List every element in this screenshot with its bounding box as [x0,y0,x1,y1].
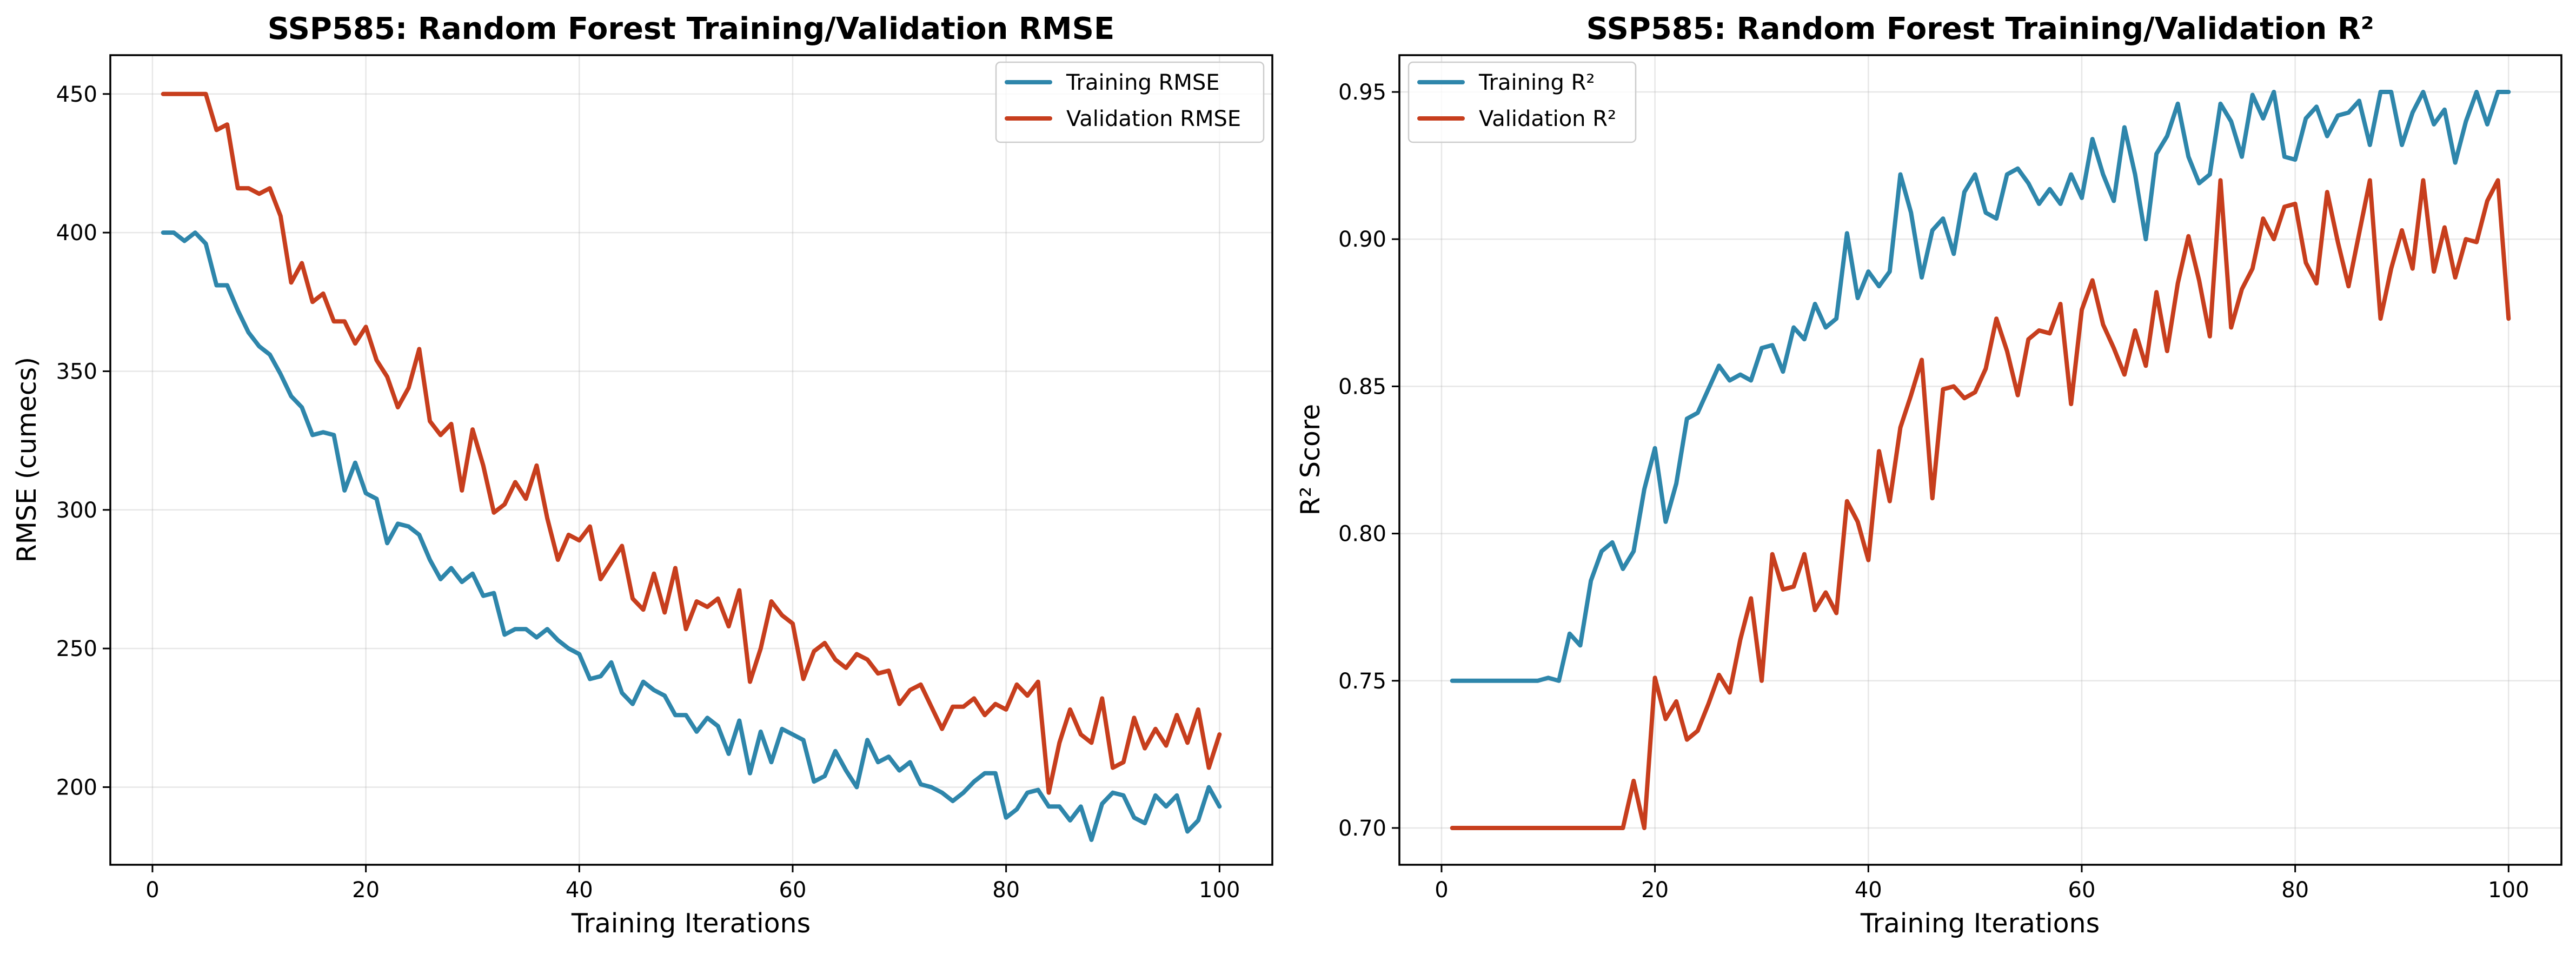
rmse-plot-frame [109,54,1273,866]
r2-x-tick-label: 0 [1435,878,1448,903]
r2-x-axis-label: Training Iterations [1860,908,2100,939]
rmse-y-tick-label: 300 [56,498,97,523]
rmse-chart-title: SSP585: Random Forest Training/Validatio… [268,11,1115,47]
series-line-training-rmse [161,230,1222,842]
r2-x-tick-label: 60 [2068,878,2096,903]
r2-y-tick-label: 0.80 [1338,522,1386,547]
legend-label-training-r2: Training R² [1478,70,1595,95]
legend-label-validation-rmse: Validation RMSE [1066,107,1241,131]
rmse-x-axis-label: Training Iterations [571,908,811,939]
r2-grid [1399,55,2561,865]
r2-chart-title: SSP585: Random Forest Training/Validatio… [1586,11,2374,47]
legend-label-training-rmse: Training RMSE [1066,70,1220,95]
rmse-y-axis-label: RMSE (cumecs) [11,357,42,563]
r2-y-tick-label: 0.85 [1338,374,1386,399]
rmse-grid [110,55,1272,865]
rmse-y-tick-label: 250 [56,637,97,661]
rmse-y-tick-label: 350 [56,359,97,384]
rmse-y-tick-label: 450 [56,82,97,107]
r2-y-tick-label: 0.95 [1338,80,1386,105]
rmse-x-tick-label: 100 [1199,878,1240,903]
rmse-legend-box [995,61,1265,143]
rmse-y-tick-label: 200 [56,775,97,800]
rmse-legend: Training RMSE Validation RMSE [995,61,1265,143]
rmse-x-tick-label: 80 [992,878,1020,903]
series-line-validation-rmse [161,91,1222,795]
r2-y-tick-label: 0.75 [1338,669,1386,694]
rmse-ticks: 0 20 40 60 80 100 200 250 300 350 400 450 [56,82,1240,903]
r2-ticks: 0 20 40 60 80 100 0.70 0.75 0.80 0.85 0.90 0.95 [1338,80,2529,903]
rmse-panel: 0 20 40 60 80 100 200 250 300 350 400 450 SSP585: R… [11,11,1273,939]
r2-x-tick-label: 20 [1641,878,1669,903]
r2-y-axis-label: R² Score [1295,404,1326,516]
r2-x-tick-label: 100 [2488,878,2529,903]
rmse-x-tick-label: 0 [145,878,159,903]
rmse-series-layer [161,91,1222,842]
r2-panel: 0 20 40 60 80 100 0.70 0.75 0.80 0.85 0.90 0.95 SSP… [1295,11,2562,939]
rmse-y-tick-label: 400 [56,221,97,246]
r2-x-tick-label: 80 [2281,878,2309,903]
r2-plot-frame [1398,54,2562,866]
r2-x-tick-label: 40 [1855,878,1882,903]
r2-legend: Training R² Validation R² [1407,61,1637,143]
r2-series-layer [1450,90,2511,830]
series-line-training-r2 [1450,90,2511,683]
rmse-x-tick-label: 20 [352,878,380,903]
r2-legend-box [1407,61,1637,143]
r2-y-tick-label: 0.70 [1338,816,1386,841]
r2-y-tick-label: 0.90 [1338,227,1386,252]
rmse-x-tick-label: 40 [566,878,593,903]
rmse-x-tick-label: 60 [779,878,807,903]
series-line-validation-r2 [1450,178,2511,830]
legend-label-validation-r2: Validation R² [1479,107,1616,131]
